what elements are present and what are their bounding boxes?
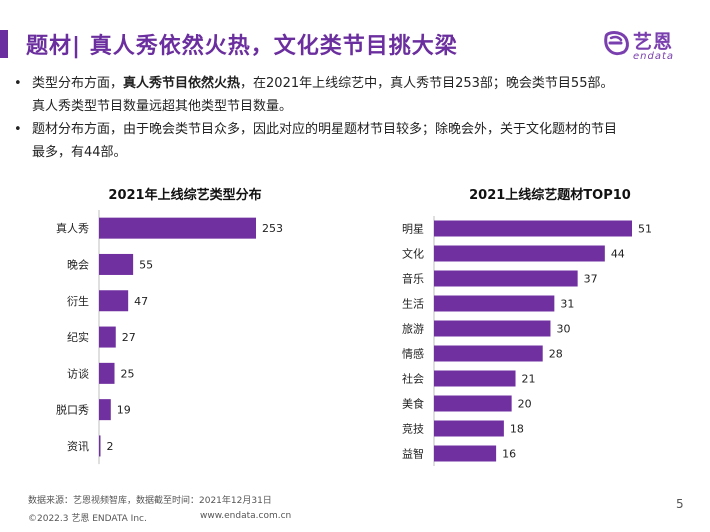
bar-chart-svg: 真人秀 253 晚会 55 衍生 47 纪实 27 访谈 25 脱口秀 19 资讯 2 — [56, 210, 283, 465]
bullet-item: • 类型分布方面，真人秀节目依然火热，在2021年上线综艺中，真人秀节目253部… — [12, 72, 692, 118]
category-label: 访谈 — [67, 367, 89, 380]
copyright: ©2022.3 艺恩 ENDATA Inc. — [28, 514, 147, 524]
bullet-text: 类型分布方面， — [32, 76, 124, 91]
bar — [434, 295, 555, 312]
bar — [99, 362, 115, 384]
title-accent-bar — [0, 30, 8, 58]
category-label: 旅游 — [402, 322, 424, 336]
summary-bullets: • 类型分布方面，真人秀节目依然火热，在2021年上线综艺中，真人秀节目253部… — [12, 72, 692, 164]
value-label: 30 — [556, 323, 570, 336]
bar-chart-svg: 明星 51 文化 44 音乐 37 生活 31 旅游 30 情感 28 社会 21 美食 20 竞技 18 益智 16 — [402, 216, 652, 466]
category-label: 明星 — [402, 223, 424, 236]
value-label: 55 — [139, 258, 153, 271]
page-title: 题材| 真人秀依然火热，文化类节目挑大梁 — [26, 34, 458, 59]
value-label: 27 — [122, 331, 136, 344]
category-label: 资讯 — [67, 440, 89, 453]
bar — [434, 320, 551, 337]
value-label: 20 — [518, 398, 532, 411]
value-label: 31 — [560, 298, 574, 311]
category-label: 情感 — [402, 348, 424, 361]
bullet-dot-icon: • — [14, 122, 22, 137]
value-label: 37 — [584, 273, 598, 286]
category-label: 美食 — [402, 397, 424, 411]
value-label: 44 — [611, 248, 625, 261]
value-label: 25 — [121, 367, 135, 380]
value-label: 253 — [262, 222, 283, 235]
bullet-dot-icon: • — [14, 76, 22, 91]
page-number: 5 — [676, 497, 684, 511]
value-label: 28 — [549, 348, 563, 361]
data-source: 数据来源：艺恩视频智库，数据截至时间：2021年12月31日 — [28, 496, 272, 506]
category-label: 文化 — [402, 247, 424, 261]
bar — [99, 326, 116, 348]
category-label: 晚会 — [67, 258, 89, 271]
bullet-text: 题材分布方面，由于晚会类节目众多，因此对应的明星题材节目较多；除晚会外，关于文化… — [32, 122, 618, 137]
chart-themes: 明星 51 文化 44 音乐 37 生活 31 旅游 30 情感 28 社会 21 美食 20 竞技 18 益智 16 — [360, 210, 680, 472]
bar — [434, 345, 543, 362]
bar — [99, 217, 256, 239]
category-label: 音乐 — [402, 272, 424, 286]
chart-types: 真人秀 253 晚会 55 衍生 47 纪实 27 访谈 25 脱口秀 19 资讯 2 — [0, 210, 320, 472]
bar — [434, 220, 632, 237]
bar — [434, 245, 605, 262]
bar — [99, 253, 134, 275]
category-label: 竞技 — [402, 422, 424, 436]
bar — [99, 290, 129, 312]
category-label: 纪实 — [67, 330, 89, 344]
category-label: 社会 — [402, 372, 424, 386]
endata-logo-icon — [604, 31, 629, 56]
value-label: 47 — [134, 295, 148, 308]
bar — [434, 395, 512, 412]
logo-text-cn: 艺恩 — [633, 31, 674, 53]
bullet-item: • 题材分布方面，由于晚会类节目众多，因此对应的明星题材节目较多；除晚会外，关于… — [12, 118, 692, 164]
chart-title-themes: 2021上线综艺题材TOP10 — [469, 188, 631, 203]
endata-logo: 艺恩 endata — [600, 24, 692, 68]
category-label: 衍生 — [67, 294, 89, 308]
value-label: 51 — [638, 223, 652, 236]
value-label: 19 — [117, 404, 131, 417]
website-link: www.endata.com.cn — [200, 511, 292, 521]
logo-text-en: endata — [633, 51, 675, 62]
bullet-text: ，在2021年上线综艺中，真人秀节目253部；晚会类节目55部。 — [240, 76, 614, 91]
value-label: 18 — [510, 423, 524, 436]
bar — [434, 370, 516, 387]
value-label: 16 — [502, 448, 516, 461]
bar — [99, 435, 101, 457]
bullet-text: 最多，有44部。 — [32, 145, 127, 160]
bar — [434, 270, 578, 287]
bar — [434, 420, 504, 437]
category-label: 生活 — [402, 297, 424, 311]
value-label: 21 — [522, 373, 536, 386]
bullet-text: 真人秀类型节目数量远超其他类型节目数量。 — [32, 99, 293, 114]
bar — [99, 399, 111, 421]
category-label: 脱口秀 — [56, 403, 89, 417]
category-label: 益智 — [402, 447, 424, 461]
value-label: 2 — [107, 440, 114, 453]
category-label: 真人秀 — [56, 221, 89, 235]
chart-title-types: 2021年上线综艺类型分布 — [108, 188, 262, 203]
bullet-emphasis: 真人秀节目依然火热 — [123, 76, 241, 91]
bar — [434, 445, 497, 462]
